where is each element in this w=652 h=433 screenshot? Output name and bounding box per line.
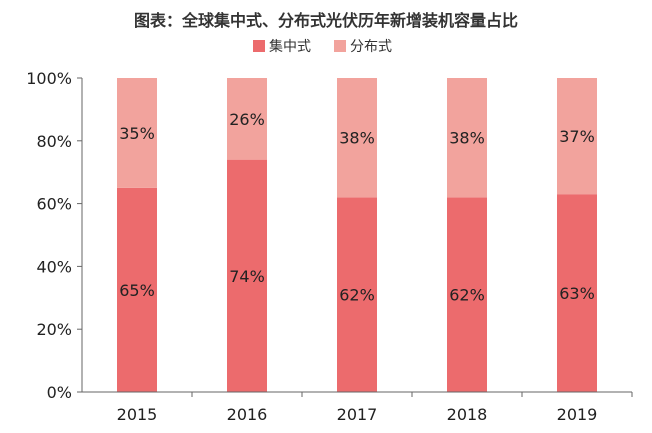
x-tick-label: 2017 [337,405,378,424]
data-label-distributed: 35% [119,124,155,143]
bar-segment-centralized [447,197,487,392]
y-tick-label: 40% [36,257,72,276]
x-tick-label: 2015 [117,405,158,424]
bar-segment-distributed [337,78,377,198]
data-label-centralized: 65% [119,281,155,300]
data-label-distributed: 37% [559,127,595,146]
y-tick-label: 100% [26,69,72,88]
x-axis: 2015 2016 2017 2018 2019 [82,391,633,424]
data-label-centralized: 62% [449,286,485,305]
chart-title: 图表：全球集中式、分布式光伏历年新增装机容量占比 [134,11,518,30]
bar-segment-centralized [557,194,597,392]
data-label-distributed: 38% [339,129,375,148]
y-tick-label: 60% [36,195,72,214]
bar-segment-centralized [227,159,267,392]
legend-swatch-centralized [253,40,265,52]
data-label-centralized: 63% [559,284,595,303]
x-tick-label: 2018 [447,405,488,424]
bars-group: 65% 35% 74% 26% 62% 38% 62% 38% 63% 37% [117,78,597,392]
bar-segment-distributed [117,78,157,188]
x-tick-label: 2016 [227,405,268,424]
bar-segment-centralized [337,197,377,392]
bar-segment-centralized [117,187,157,392]
x-tick-label: 2019 [557,405,598,424]
bar-segment-distributed [557,78,597,195]
legend-swatch-distributed [334,40,346,52]
data-label-distributed: 38% [449,129,485,148]
bar-segment-distributed [447,78,487,198]
y-tick-label: 0% [47,383,72,402]
bar-segment-distributed [227,78,267,160]
legend-label-centralized: 集中式 [269,38,311,55]
data-label-distributed: 26% [229,110,265,129]
legend-label-distributed: 分布式 [350,39,392,55]
data-label-centralized: 74% [229,267,265,286]
y-axis: 0% 20% 40% 60% 80% 100% [26,69,83,402]
y-tick-label: 80% [36,132,72,151]
y-tick-label: 20% [36,320,72,339]
legend: 集中式 分布式 [253,38,392,55]
data-label-centralized: 62% [339,286,375,305]
